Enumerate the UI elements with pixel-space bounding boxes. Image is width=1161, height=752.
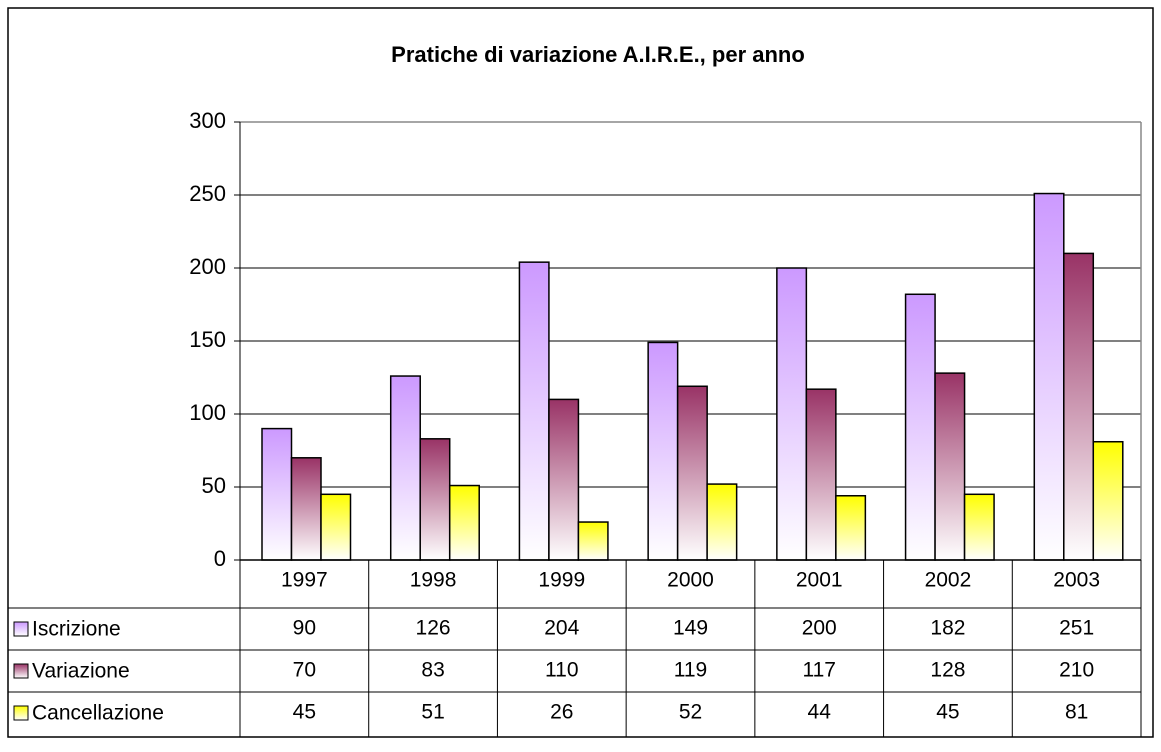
table-cell: 70 [293,659,316,682]
table-cell: 83 [421,659,444,682]
bar [835,495,867,561]
x-tick-label: 2001 [796,569,843,592]
bar [706,483,738,561]
table-cell: 210 [1059,659,1094,682]
bar [548,398,580,561]
table-cell: 26 [550,701,573,724]
bar [419,438,451,561]
bar [904,293,936,561]
bar [389,375,421,561]
table-cell: 182 [930,617,965,640]
legend-label: Iscrizione [32,618,121,641]
table-cell: 52 [679,701,702,724]
y-tick-label: 150 [189,327,226,352]
table-cell: 126 [416,617,451,640]
y-tick-label: 100 [189,400,226,425]
table-cell: 81 [1065,701,1088,724]
table-cell: 90 [293,617,316,640]
table-cell: 117 [802,659,835,682]
bar [320,493,352,561]
x-tick-label: 2000 [667,569,714,592]
legend-label: Cancellazione [32,702,164,725]
table-cell: 51 [421,701,444,724]
x-tick-label: 1999 [538,569,585,592]
bar [1063,252,1095,561]
table-cell: 128 [930,659,965,682]
y-tick-label: 200 [189,254,226,279]
table-cell: 110 [545,659,578,682]
bar [261,427,293,561]
x-tick-label: 2003 [1053,569,1100,592]
table-cell: 200 [802,617,837,640]
legend-label: Variazione [32,660,130,683]
legend-key [13,621,29,637]
chart-title: Pratiche di variazione A.I.R.E., per ann… [391,42,805,67]
table-cell: 45 [293,701,316,724]
table-cell: 251 [1059,617,1094,640]
legend-key [13,663,29,679]
table-cell: 44 [808,701,832,724]
bar [934,372,966,561]
bar [1033,192,1065,561]
bar [577,521,609,561]
bar [290,457,322,561]
legend-key [13,705,29,721]
x-tick-label: 2002 [925,569,972,592]
x-tick-label: 1998 [410,569,457,592]
y-tick-label: 0 [214,546,226,571]
chart-border [7,7,1154,738]
bar [676,385,708,561]
y-tick-label: 50 [202,473,226,498]
bar [518,261,550,561]
y-tick-label: 300 [189,108,226,133]
table-cell: 149 [673,617,708,640]
x-tick-label: 1997 [281,569,328,592]
table-cell: 45 [936,701,959,724]
bar [805,388,837,561]
bar [647,341,679,561]
table-cell: 119 [674,659,707,682]
bar [448,484,480,561]
bar [1092,440,1124,561]
bar [963,493,995,561]
bar [776,267,808,561]
y-tick-label: 250 [189,181,226,206]
table-cell: 204 [544,617,579,640]
